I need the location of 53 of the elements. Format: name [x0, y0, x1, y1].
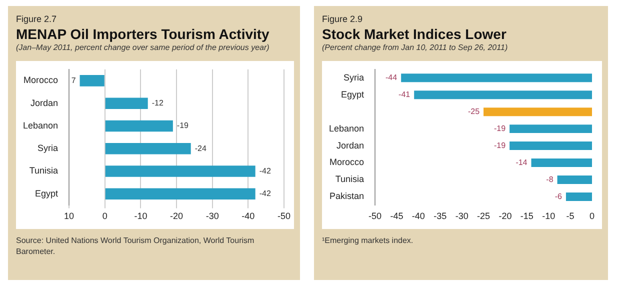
data-label: -14	[516, 158, 528, 167]
x-tick-label: -40	[412, 211, 425, 222]
y-tick-label: Egypt	[35, 188, 59, 198]
data-label: -25	[468, 107, 480, 116]
x-tick-label: -40	[242, 211, 255, 222]
y-tick-label: Tunisia	[29, 166, 58, 176]
chart-title: Stock Market Indices Lower	[322, 26, 508, 42]
y-tick-label: Morocco	[24, 75, 58, 86]
y-tick-label: Tunisia	[335, 174, 364, 184]
data-label: -41	[398, 90, 411, 100]
data-label: -8	[546, 174, 554, 184]
x-tick-label: -5	[566, 211, 574, 222]
data-label: -19	[494, 124, 506, 134]
caption: Figure 2.9	[322, 14, 364, 24]
x-tick-label: 0	[589, 211, 595, 222]
data-label: -42	[259, 189, 272, 198]
x-tick-label: -20	[498, 211, 512, 222]
y-tick-label: Lebanon	[328, 123, 364, 134]
data-label: -42	[259, 166, 272, 176]
y-tick-label: Egypt	[341, 89, 365, 100]
x-tick-label: -10	[542, 211, 556, 222]
y-tick-label: Syria	[38, 143, 58, 154]
x-tick-label: -30	[455, 211, 468, 222]
y-tick-label: Syria	[344, 72, 364, 82]
x-tick-label: -20	[170, 211, 184, 222]
x-tick-label: -50	[368, 211, 382, 222]
x-tick-label: -25	[477, 211, 490, 222]
y-tick-label: Jordan	[336, 140, 364, 150]
data-label: -19	[176, 121, 190, 130]
data-label: -24	[194, 144, 207, 153]
caption: Figure 2.7	[16, 14, 58, 24]
x-tick-label: -30	[206, 211, 219, 222]
y-tick-label: Morocco	[330, 157, 364, 168]
text: ¹Emerging markets index.	[322, 235, 414, 246]
data-label: -12	[152, 98, 164, 108]
data-label: -6	[554, 192, 563, 201]
chart-subtitle: (Percent change from Jan 10, 2011 to Sep 26, 2011)	[322, 43, 509, 52]
chart-title: MENAP Oil Importers Tourism Activity	[16, 26, 270, 42]
x-tick-label: 10	[64, 211, 74, 222]
y-tick-label: Lebanon	[22, 120, 58, 130]
x-tick-label: -35	[434, 211, 447, 222]
data-label: -44	[386, 73, 398, 82]
data-label: -19	[494, 140, 506, 150]
x-tick-label: 0	[102, 211, 108, 222]
x-tick-label: -45	[390, 211, 404, 222]
y-tick-label: Jordan	[30, 98, 58, 108]
source-note: Source: United Nations World Tourism Organization, World Tourism Barometer.	[16, 235, 256, 257]
chart-subtitle: (Jan–May 2011, percent change over same period of the previous year)	[16, 43, 270, 52]
data-label: 7	[71, 76, 76, 85]
x-tick-label: -50	[277, 211, 291, 222]
x-tick-label: -10	[134, 211, 148, 222]
y-tick-label: Pakistan	[330, 191, 364, 202]
x-tick-label: -15	[520, 211, 534, 222]
